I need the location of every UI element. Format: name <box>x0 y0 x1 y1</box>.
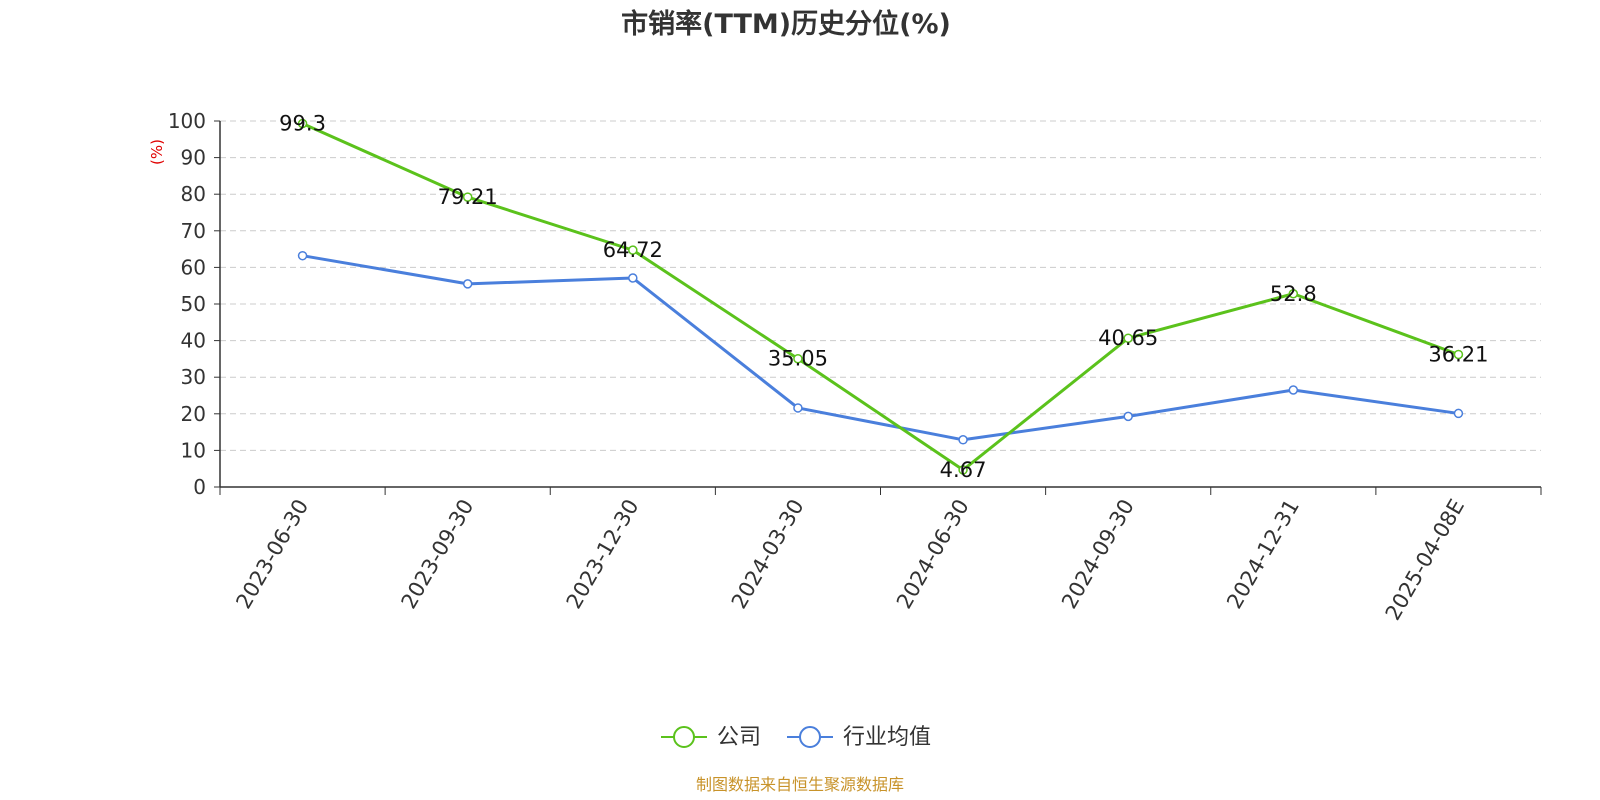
x-tick-label: 2024-12-31 <box>1222 495 1304 613</box>
data-point[interactable] <box>462 192 473 202</box>
data-point[interactable] <box>793 353 803 364</box>
data-label: 35.05 <box>768 347 828 371</box>
legend-item-company[interactable]: 公司 <box>661 725 761 750</box>
data-label: 79.21 <box>438 185 498 209</box>
data-point[interactable] <box>958 465 968 475</box>
y-tick-label: 10 <box>181 438 206 462</box>
y-tick-label: 20 <box>181 402 206 426</box>
data-label: 64.72 <box>603 238 663 262</box>
x-tick-label: 2023-12-30 <box>562 495 644 613</box>
data-labels: 99.3 79.21 64.72 35.05 4.67 40.65 52.8 36.21 <box>279 112 1488 482</box>
legend-industry-marker <box>799 726 821 748</box>
data-point[interactable] <box>1288 385 1299 395</box>
x-tick-label: 2023-09-30 <box>397 495 479 613</box>
series-line <box>302 254 1459 442</box>
data-point[interactable] <box>1123 411 1133 422</box>
legend-company-marker <box>673 726 695 748</box>
data-point[interactable] <box>1453 349 1464 360</box>
x-tick-label: 2024-09-30 <box>1057 495 1139 613</box>
y-tick-label: 70 <box>181 219 206 243</box>
x-tick-label: 2024-06-30 <box>892 495 974 613</box>
x-axis-ticks: 2023-06-30 2023-09-30 2023-12-30 2024-03-30… <box>219 487 1542 624</box>
data-point[interactable] <box>1288 289 1299 299</box>
y-axis-unit-label: (%) <box>148 139 166 165</box>
series-lines <box>297 118 1464 475</box>
legend-item-industry-average[interactable]: 行业均值 <box>787 725 931 750</box>
data-label: 36.21 <box>1428 342 1488 366</box>
data-point[interactable] <box>462 279 473 289</box>
y-tick-label: 40 <box>181 329 206 353</box>
series-company <box>297 118 1464 475</box>
data-label: 4.67 <box>940 458 987 482</box>
legend: 公司 行业均值 <box>661 725 931 750</box>
data-label: 99.3 <box>279 112 326 136</box>
y-tick-label: 80 <box>181 182 206 206</box>
y-tick-label: 60 <box>181 255 206 279</box>
data-point[interactable] <box>1123 333 1133 343</box>
y-tick-label: 50 <box>181 292 206 316</box>
x-tick-label: 2023-06-30 <box>231 495 313 613</box>
data-point[interactable] <box>793 403 803 413</box>
legend-industry-label: 行业均值 <box>843 725 931 750</box>
data-label: 52.8 <box>1270 282 1317 306</box>
x-tick-label: 2024-03-30 <box>727 495 809 613</box>
grid-lines <box>220 120 1541 451</box>
data-label: 40.65 <box>1098 326 1158 350</box>
y-tick-label: 0 <box>193 475 206 499</box>
data-point[interactable] <box>628 245 638 255</box>
y-tick-label: 90 <box>181 146 206 170</box>
y-tick-label: 30 <box>181 365 206 389</box>
chart-title: 市销率(TTM)历史分位(%) <box>621 8 951 40</box>
data-point[interactable] <box>1453 408 1464 419</box>
legend-company-label: 公司 <box>717 725 761 750</box>
source-note: 制图数据来自恒生聚源数据库 <box>696 775 904 794</box>
series-industry-average <box>297 250 1464 445</box>
data-point[interactable] <box>297 118 308 129</box>
data-point[interactable] <box>297 250 308 261</box>
x-tick-label: 2025-04-08E <box>1381 495 1469 624</box>
y-tick-label: 100 <box>168 109 206 133</box>
y-axis-ticks: 0 10 20 30 40 50 60 70 80 90 100 <box>168 109 220 499</box>
data-point[interactable] <box>958 435 968 445</box>
series-line <box>301 122 1459 472</box>
data-point[interactable] <box>628 273 638 283</box>
